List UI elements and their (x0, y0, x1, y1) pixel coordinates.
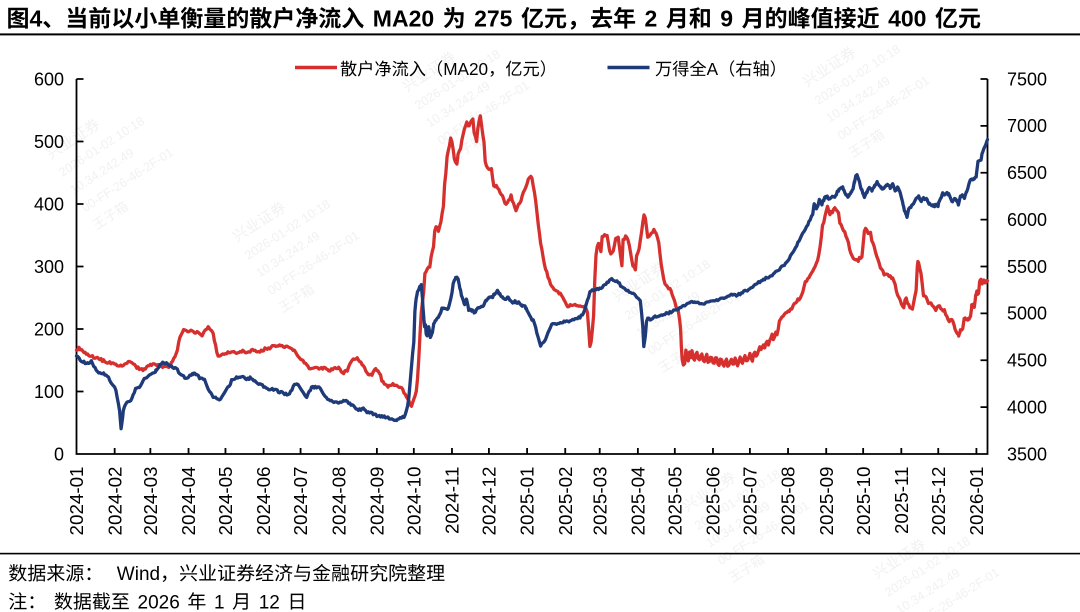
svg-text:2024-09: 2024-09 (367, 467, 388, 536)
svg-text:300: 300 (34, 257, 64, 277)
svg-text:2024-08: 2024-08 (328, 467, 349, 536)
svg-text:2025-09: 2025-09 (816, 467, 837, 536)
svg-text:2025-11: 2025-11 (891, 467, 912, 535)
svg-text:2024-12: 2024-12 (479, 467, 500, 536)
svg-text:4500: 4500 (1007, 351, 1047, 371)
svg-text:2024-06: 2024-06 (253, 467, 274, 536)
svg-text:2024-07: 2024-07 (290, 467, 311, 536)
svg-text:100: 100 (34, 382, 64, 402)
svg-text:MA20: MA20 (373, 6, 434, 32)
svg-text:4000: 4000 (1007, 397, 1047, 417)
svg-text:9: 9 (720, 6, 733, 32)
svg-text:2025-02: 2025-02 (555, 467, 576, 536)
svg-text:500: 500 (34, 132, 64, 152)
svg-text:2025-07: 2025-07 (740, 467, 761, 536)
svg-text:2025-01: 2025-01 (517, 467, 538, 536)
svg-text:2025-04: 2025-04 (628, 467, 649, 536)
svg-text:2024-10: 2024-10 (403, 467, 424, 536)
svg-text:2: 2 (645, 6, 658, 32)
svg-text:4: 4 (30, 6, 43, 32)
svg-text:6000: 6000 (1007, 210, 1047, 230)
svg-text:1: 1 (214, 592, 225, 612)
svg-text:A: A (707, 59, 719, 79)
svg-text:2025-06: 2025-06 (703, 467, 724, 536)
svg-text:5000: 5000 (1007, 304, 1047, 324)
svg-text:0: 0 (54, 444, 64, 464)
svg-text:200: 200 (34, 319, 64, 339)
svg-text:3500: 3500 (1007, 444, 1047, 464)
svg-text:2024-03: 2024-03 (140, 467, 161, 536)
svg-text:12: 12 (259, 592, 280, 612)
svg-text:2024-04: 2024-04 (178, 467, 199, 536)
svg-text:Wind: Wind (117, 564, 160, 585)
svg-text:2025-12: 2025-12 (928, 467, 949, 536)
svg-text:6500: 6500 (1007, 163, 1047, 183)
svg-text:7500: 7500 (1007, 69, 1047, 89)
svg-text:2025-10: 2025-10 (853, 467, 874, 536)
svg-text:400: 400 (34, 194, 64, 214)
svg-text:2024-05: 2024-05 (215, 467, 236, 536)
svg-text:600: 600 (34, 69, 64, 89)
svg-text:400: 400 (888, 6, 926, 32)
svg-text:2025-08: 2025-08 (778, 467, 799, 536)
svg-text:7000: 7000 (1007, 116, 1047, 136)
svg-text:2024-02: 2024-02 (104, 467, 125, 536)
svg-text:275: 275 (474, 6, 513, 32)
svg-text:2026-01: 2026-01 (966, 467, 987, 536)
svg-text:MA20: MA20 (443, 59, 488, 79)
svg-text:2025-03: 2025-03 (589, 467, 610, 536)
svg-text:2026: 2026 (138, 592, 180, 612)
svg-text:2024-01: 2024-01 (66, 467, 87, 536)
svg-text:5500: 5500 (1007, 257, 1047, 277)
svg-text:2025-05: 2025-05 (664, 467, 685, 536)
svg-text:2024-11: 2024-11 (442, 467, 463, 535)
